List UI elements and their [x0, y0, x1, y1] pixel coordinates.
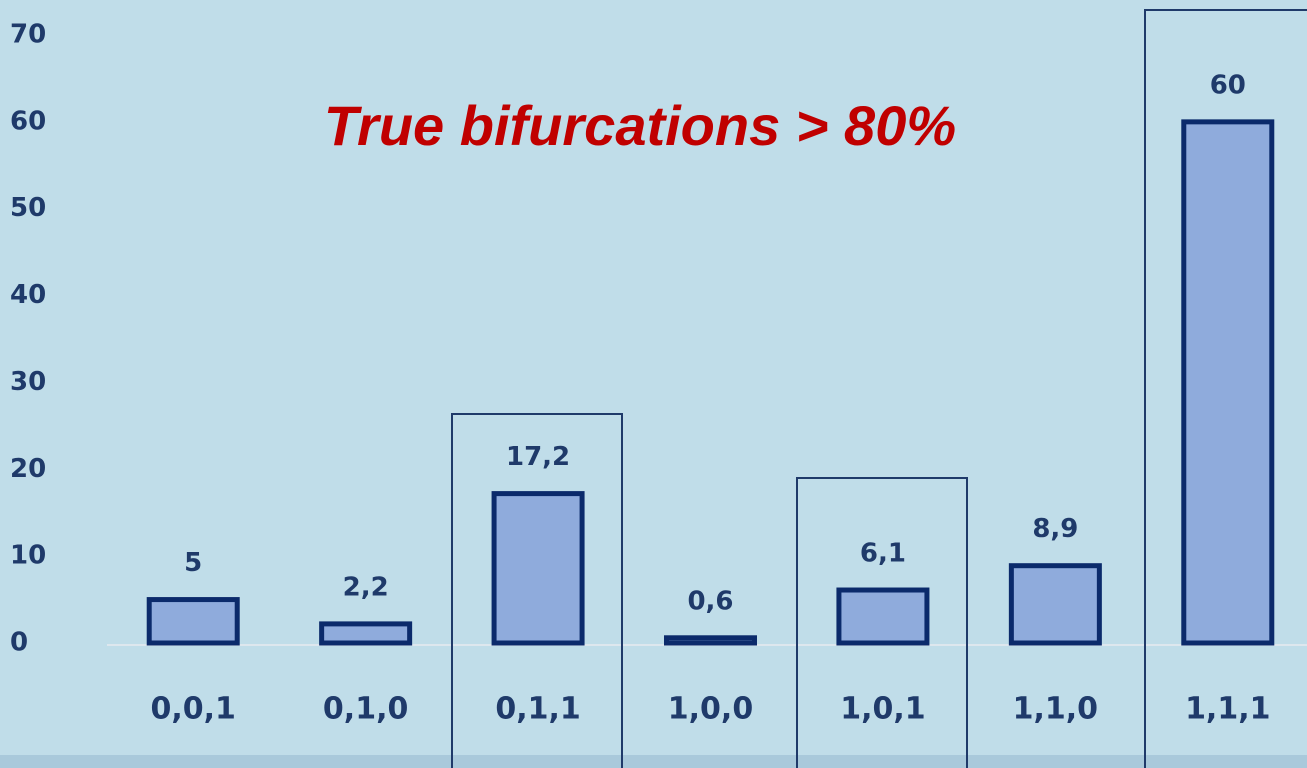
y-tick-label: 30 [10, 367, 46, 397]
value-label: 17,2 [506, 442, 570, 472]
value-label: 60 [1210, 70, 1246, 100]
bar [664, 635, 757, 646]
x-tick-label: 1,1,1 [1185, 692, 1270, 727]
bar [319, 621, 413, 646]
value-label: 5 [184, 548, 202, 578]
y-tick-label: 50 [10, 193, 46, 223]
value-label: 2,2 [343, 572, 389, 602]
y-tick-label: 60 [10, 106, 46, 136]
bar [491, 491, 585, 646]
value-label: 8,9 [1032, 514, 1078, 544]
highlight-box [1144, 9, 1307, 768]
x-tick-label: 1,0,0 [668, 692, 753, 727]
bar [146, 597, 240, 646]
y-tick-label: 20 [10, 454, 46, 484]
bar [1181, 119, 1275, 646]
x-tick-label: 1,0,1 [840, 692, 925, 727]
bar [1008, 563, 1102, 646]
x-tick-label: 1,1,0 [1013, 692, 1098, 727]
highlight-box [451, 413, 623, 768]
y-tick-label: 70 [10, 20, 46, 50]
annotation: True bifurcations > 80% [324, 94, 956, 157]
bottom-strip [0, 755, 1307, 768]
x-tick-label: 0,1,1 [495, 692, 580, 727]
highlight-box [796, 477, 968, 768]
x-tick-label: 0,1,0 [323, 692, 408, 727]
x-tick-label: 0,0,1 [151, 692, 236, 727]
y-tick-label: 10 [10, 541, 46, 571]
y-tick-label: 0 [10, 628, 28, 658]
y-tick-label: 40 [10, 280, 46, 310]
value-label: 6,1 [860, 539, 906, 569]
bar [836, 587, 930, 646]
value-label: 0,6 [687, 586, 733, 616]
